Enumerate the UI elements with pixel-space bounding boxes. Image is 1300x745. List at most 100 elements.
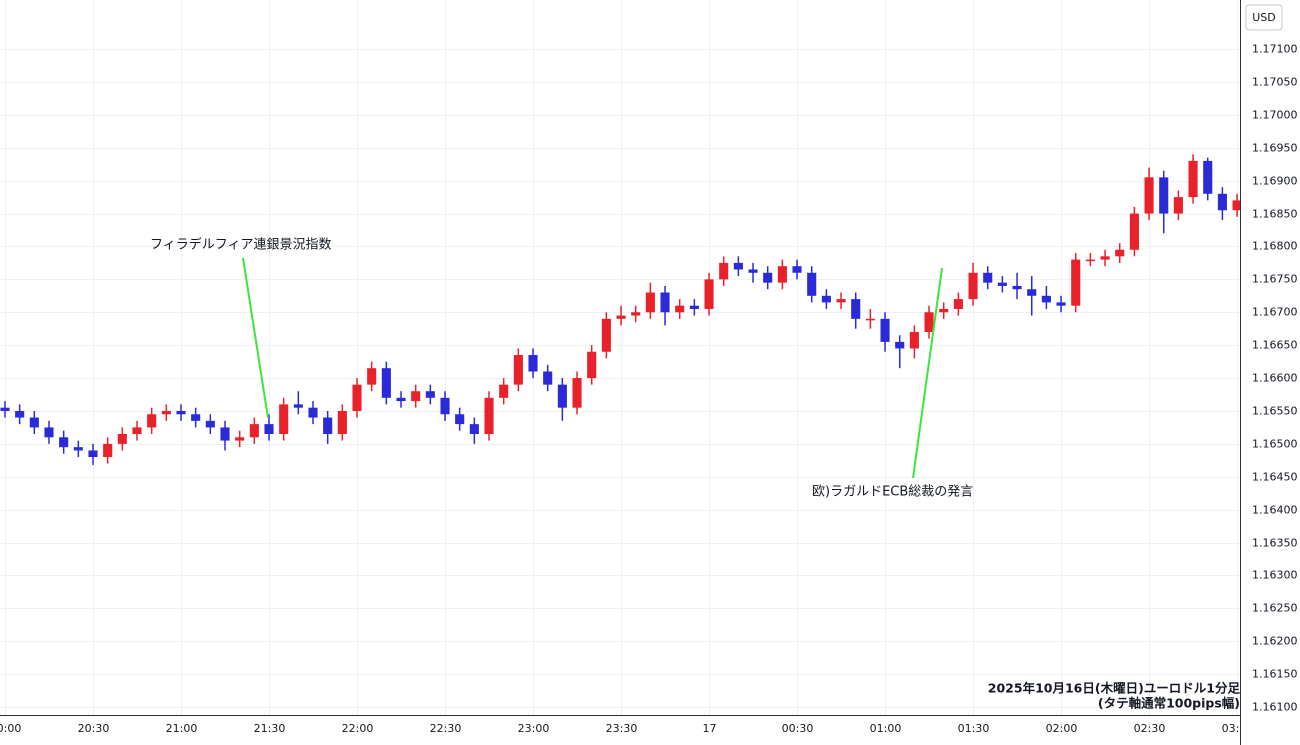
candle-body xyxy=(440,397,450,415)
y-tick-label: 1.16200 xyxy=(1252,635,1298,648)
candle-body xyxy=(1217,193,1227,211)
y-tick-label: 1.16650 xyxy=(1252,339,1298,352)
currency-label: USD xyxy=(1252,11,1276,24)
candle-body xyxy=(777,266,787,283)
y-tick-label: 1.16550 xyxy=(1252,405,1298,418)
candle-body xyxy=(88,450,98,458)
y-tick-label: 1.16250 xyxy=(1252,602,1298,615)
candle-body xyxy=(836,299,846,303)
candle-body xyxy=(851,299,861,319)
candle-body xyxy=(1129,213,1139,250)
candle-body xyxy=(983,272,993,283)
candle-body xyxy=(132,427,142,435)
candle-body xyxy=(1232,200,1240,211)
candle-body xyxy=(557,384,567,408)
candle-body xyxy=(1115,249,1125,257)
x-tick-label: 21:00 xyxy=(166,722,198,735)
candle-body xyxy=(1203,160,1213,194)
candle-body xyxy=(381,368,391,398)
candle-body xyxy=(660,292,670,313)
candle-body xyxy=(484,397,494,435)
y-tick-label: 1.16300 xyxy=(1252,569,1298,582)
candle-body xyxy=(939,308,949,313)
candle-body xyxy=(367,368,377,385)
candle-body xyxy=(1100,256,1110,260)
candle-body xyxy=(792,266,802,273)
candle-body xyxy=(719,262,729,280)
candle-body xyxy=(616,315,626,319)
y-tick-label: 1.16950 xyxy=(1252,142,1298,155)
candle-body xyxy=(865,318,875,321)
candle-body xyxy=(279,404,289,435)
candle-body xyxy=(308,407,318,418)
y-tick-label: 1.16150 xyxy=(1252,668,1298,681)
y-tick-label: 1.16500 xyxy=(1252,438,1298,451)
candle-body xyxy=(1173,197,1183,214)
x-axis-labels: 20:00 20:30 21:00 21:30 22:00 22:30 23:00 23:30… xyxy=(0,722,1254,735)
x-tick-label: 23:30 xyxy=(606,722,638,735)
candle-body xyxy=(205,420,215,428)
candle-body xyxy=(469,424,479,435)
candle-body xyxy=(968,272,978,300)
candle-body xyxy=(1056,302,1066,306)
y-tick-label: 1.16100 xyxy=(1252,701,1298,714)
candle-body xyxy=(748,269,758,273)
candle-body xyxy=(513,355,523,385)
y-tick-label: 1.16750 xyxy=(1252,273,1298,286)
x-tick-label: 21:30 xyxy=(254,722,286,735)
candle-body xyxy=(264,424,274,435)
x-tick-label: 20:30 xyxy=(78,722,110,735)
candle-body xyxy=(352,384,362,411)
candle-body xyxy=(103,443,113,458)
candle-body xyxy=(235,437,245,441)
candle-body xyxy=(1188,160,1198,198)
candle-body xyxy=(220,427,230,441)
y-tick-label: 1.16600 xyxy=(1252,372,1298,385)
candle-body xyxy=(997,282,1007,286)
candle-body xyxy=(601,318,611,352)
currency-box xyxy=(1245,4,1283,31)
x-tick-label: 00:30 xyxy=(782,722,814,735)
candle-body xyxy=(337,410,347,435)
candle-body xyxy=(572,378,582,408)
candle-body xyxy=(323,417,333,435)
x-tick-label: 01:30 xyxy=(958,722,990,735)
candle-body xyxy=(1071,259,1081,306)
candle-body xyxy=(293,404,303,408)
x-tick-label: 02:30 xyxy=(1134,722,1166,735)
candle-body xyxy=(455,414,465,425)
candle-body xyxy=(895,341,905,349)
candle-body xyxy=(543,371,553,385)
y-tick-label: 1.16900 xyxy=(1252,175,1298,188)
candle-body xyxy=(411,391,421,402)
x-tick-label: 01:00 xyxy=(870,722,902,735)
candle-body xyxy=(821,295,831,303)
candle-body xyxy=(44,427,54,438)
x-tick-label: 03:00 xyxy=(1222,722,1254,735)
y-tick-label: 1.16350 xyxy=(1252,537,1298,550)
candle-body xyxy=(1041,295,1051,303)
candle-body xyxy=(249,424,259,438)
candle-body xyxy=(675,305,685,313)
candle-body xyxy=(645,292,655,313)
candle-body xyxy=(425,391,435,398)
candle-body xyxy=(953,299,963,309)
x-tick-label: 22:30 xyxy=(430,722,462,735)
candle-body xyxy=(0,407,10,411)
candle-body xyxy=(15,410,25,418)
y-tick-label: 1.16700 xyxy=(1252,306,1298,319)
candle-body xyxy=(499,384,509,398)
caption: 2025年10月16日(木曜日)ユーロドル1分足 xyxy=(988,681,1241,696)
x-tick-label: 20:00 xyxy=(0,722,21,735)
candle-body xyxy=(909,331,919,349)
candle-body xyxy=(528,355,538,372)
candle-body xyxy=(117,434,127,444)
annotation: フィラデルフィア連銀景況指数 xyxy=(150,237,331,253)
y-tick-label: 1.16400 xyxy=(1252,504,1298,517)
candle-body xyxy=(763,272,773,283)
candle-body xyxy=(631,312,641,316)
candle-layer xyxy=(0,154,1240,465)
caption: (タテ軸通常100pips幅) xyxy=(1098,696,1240,711)
